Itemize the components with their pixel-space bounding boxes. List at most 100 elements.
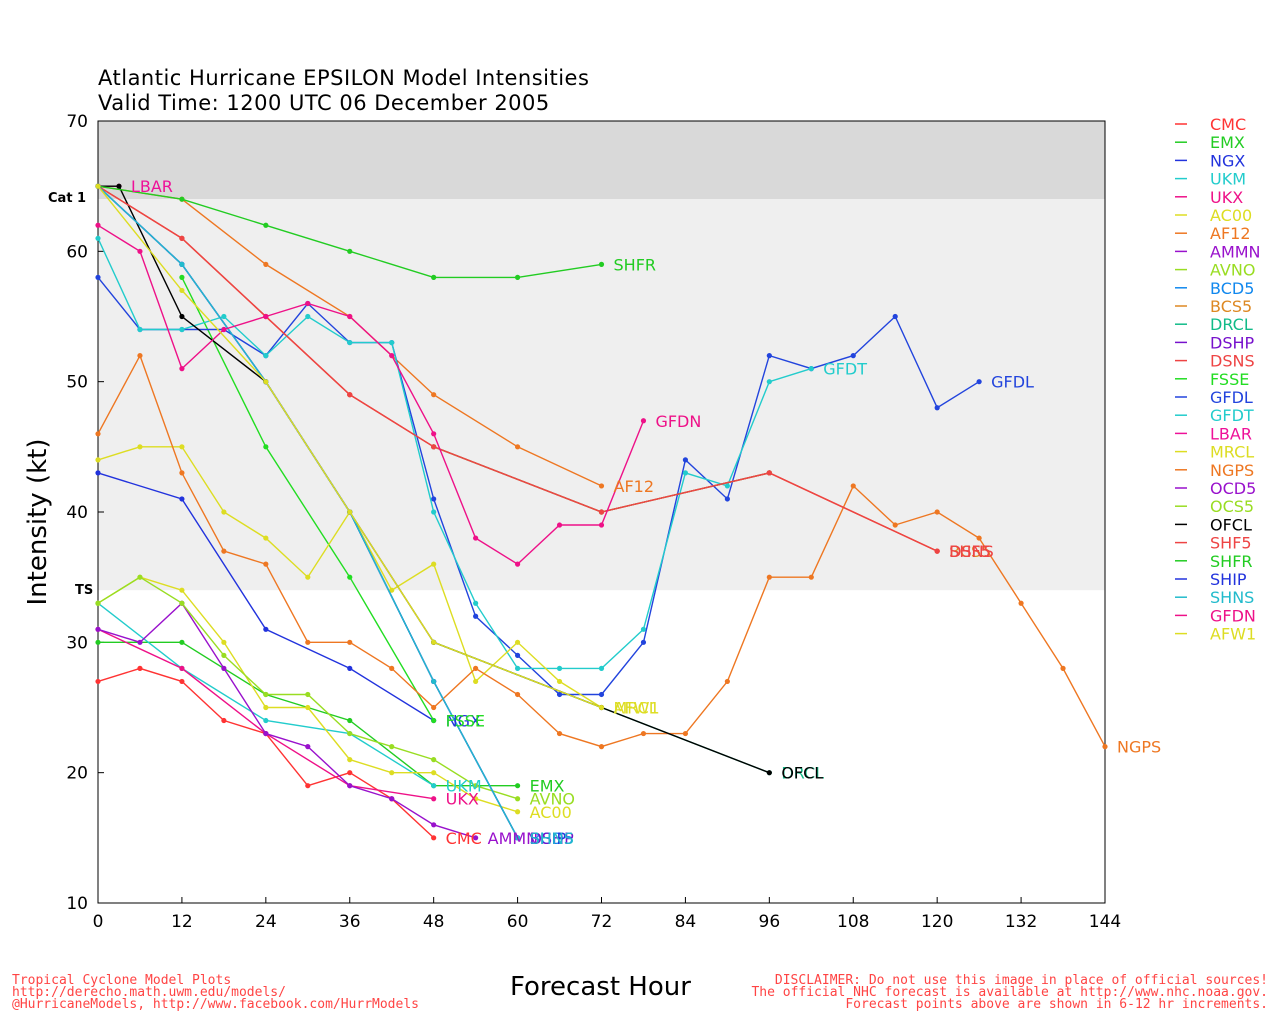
data-point [221,509,227,515]
legend-entry: OCD5 [1210,479,1256,498]
data-point [263,730,269,737]
data-point [431,274,437,280]
data-point [221,717,227,724]
data-point [179,235,185,241]
data-point [389,339,395,346]
data-point [892,522,898,528]
data-point [766,353,772,359]
data-point [892,313,898,320]
data-point [305,704,311,711]
data-point [766,470,772,476]
data-point [514,796,521,802]
series-end-label: EMX [530,777,565,796]
series-end-label: UKX [446,790,479,809]
series-ngps [95,353,1108,750]
data-point [347,339,353,346]
series-end-label: BCD5 [530,829,574,848]
series-end-label: SHFR [614,255,657,274]
data-point [347,639,353,645]
data-point [514,783,521,789]
series-line [97,628,434,800]
data-point [263,444,269,450]
series-line [97,185,938,552]
legend-entry: BCD5 [1210,279,1254,298]
data-point [473,613,479,619]
data-point [95,183,101,189]
data-point [556,665,563,672]
data-point [766,379,772,385]
series-end-label: FSSE [446,712,485,731]
series-end-label: CMC [446,829,482,848]
series-end-label: AMMN [488,829,539,848]
legend-entry: MRCL [1210,443,1254,462]
data-point [263,222,269,228]
data-point [976,535,982,541]
data-point [431,678,437,685]
data-point [431,822,437,828]
series-ukx [95,626,437,802]
category-band [98,199,1105,591]
legend-entry: GFDN [1210,606,1256,625]
series-line [97,224,645,565]
data-point [724,483,730,489]
data-point [473,678,479,685]
y-tick-label: 70 [66,112,88,132]
data-point [431,835,437,841]
data-point [934,509,940,515]
data-point [95,457,101,463]
data-point [179,261,185,267]
series-end-label: GFDN [655,412,701,431]
data-point [179,326,185,333]
data-point [598,522,605,528]
data-point [640,730,647,737]
legend-entry: SHFR [1210,552,1253,571]
data-point [95,626,101,632]
y-tick-label: 20 [66,764,88,784]
data-point [556,691,563,698]
data-point [514,691,521,698]
series-line [97,185,602,709]
data-point [598,261,605,267]
data-point [179,665,185,672]
x-tick-label: 96 [759,912,781,932]
legend-entry: AC00 [1210,206,1252,225]
band-label-cat1: Cat 1 [48,191,87,206]
data-point [305,300,311,307]
data-point [514,274,521,280]
footer-credit-line: http://derecho.math.uwm.edu/models/ [12,985,286,1000]
data-point [808,366,814,372]
data-point [347,770,353,776]
legend-entry: GFDL [1210,388,1253,407]
y-tick-label: 60 [66,242,88,262]
data-point [179,600,185,606]
data-point [640,418,647,424]
data-point [263,561,269,567]
series-end-label: OFCL [781,764,823,783]
legend-entry: BCS5 [1210,297,1252,316]
data-point [263,261,269,267]
data-point [221,665,227,672]
chart-title: Atlantic Hurricane EPSILON Model Intensi… [98,66,590,90]
data-point [1018,600,1024,606]
y-tick-label: 10 [66,894,88,914]
footer-credit-line: Tropical Cyclone Model Plots [12,973,232,988]
data-point [431,717,437,724]
footer-credit-line: @HurricaneModels, http://www.facebook.co… [12,997,419,1012]
data-point [766,574,772,580]
data-point [137,444,143,450]
data-point [556,730,563,737]
data-point [179,678,185,685]
data-point [682,457,689,463]
series-end-label: DSHP [530,829,575,848]
data-point [305,783,311,789]
data-point [598,704,605,711]
legend-entry: NGX [1210,151,1245,170]
legend-entry: AMMN [1210,242,1261,261]
data-point [179,366,185,372]
footer-disclaimer-line: Forecast points above are shown in 6-12 … [845,997,1268,1012]
data-point [431,639,437,645]
data-point [179,470,185,476]
series-ammn [95,600,479,841]
legend-entry: AVNO [1210,261,1255,280]
